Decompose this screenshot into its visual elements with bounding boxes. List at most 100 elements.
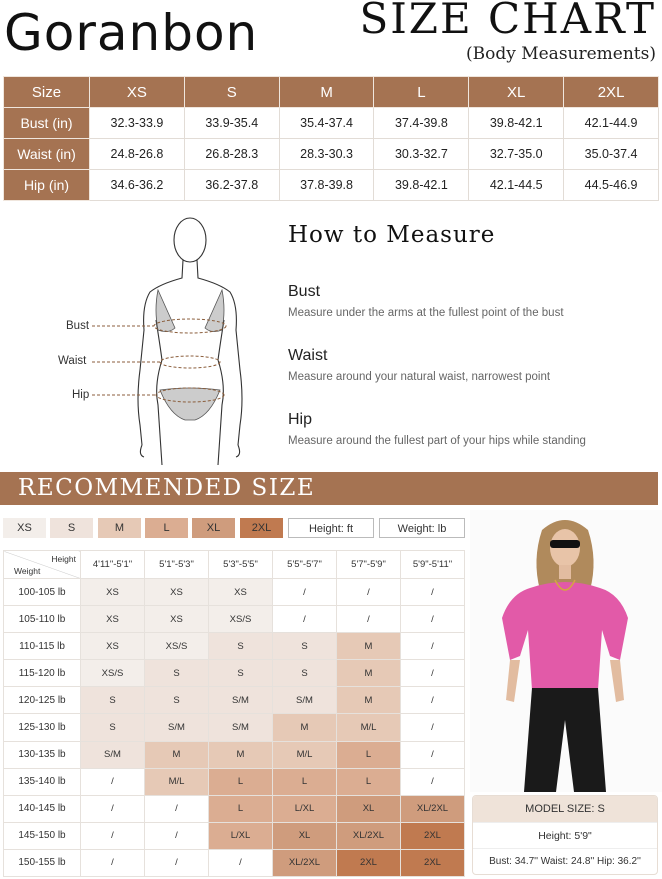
weight-label: 145-150 lb xyxy=(3,821,81,850)
header-cell: 2XL xyxy=(563,76,659,108)
model-photo xyxy=(470,510,662,792)
hip-description: Measure around the fullest part of your … xyxy=(288,435,586,447)
corner-weight-label: Weight xyxy=(14,566,41,576)
size-cell: L/XL xyxy=(208,821,273,850)
header-cell: Size xyxy=(3,76,90,108)
bust-heading: Bust xyxy=(288,283,321,300)
body-figure-illustration xyxy=(92,217,243,465)
table-row: 100-105 lb XS XS XS / / / xyxy=(3,577,465,607)
size-cell: M xyxy=(336,659,401,688)
size-cell: XS xyxy=(144,577,209,607)
waist-description: Measure around your natural waist, narro… xyxy=(288,371,551,383)
size-cell: / xyxy=(144,821,209,850)
height-header: 5'1"-5'3" xyxy=(144,550,209,579)
size-cell: XL xyxy=(272,821,337,850)
table-header-row: Height Weight 4'11"-5'1" 5'1"-5'3" 5'3"-5'… xyxy=(3,550,465,579)
header-cell: M xyxy=(278,76,375,108)
bust-description: Measure under the arms at the fullest po… xyxy=(288,307,564,319)
size-cell: S xyxy=(272,632,337,661)
size-cell: / xyxy=(80,767,145,796)
hip-heading: Hip xyxy=(288,411,313,428)
table-row: Bust (in) 32.3-33.9 33.9-35.4 35.4-37.4 37.4… xyxy=(3,107,659,139)
size-cell: S/M xyxy=(80,740,145,769)
body-measurement-table: Size XS S M L XL 2XL Bust (in) 32.3-33.9 3… xyxy=(3,76,659,201)
size-cell: L xyxy=(208,794,273,823)
size-cell: 2XL xyxy=(400,848,465,878)
legend-chip-xs: XS xyxy=(3,518,46,538)
size-cell: S xyxy=(80,686,145,715)
size-cell: S xyxy=(144,686,209,715)
size-cell: / xyxy=(336,577,401,607)
size-cell: L xyxy=(272,767,337,796)
corner-cell: Height Weight xyxy=(3,550,81,579)
page-subtitle: (Body Measurements) xyxy=(465,44,656,64)
measurement-cell: 32.7-35.0 xyxy=(468,138,565,170)
size-cell: M/L xyxy=(336,713,401,742)
legend-chip-s: S xyxy=(50,518,93,538)
size-cell: / xyxy=(400,740,465,769)
table-row: 120-125 lb S S S/M S/M M / xyxy=(3,686,465,715)
size-cell: S/M xyxy=(272,686,337,715)
legend-height-unit: Height: ft xyxy=(288,518,374,538)
size-cell: XL xyxy=(336,794,401,823)
measurement-cell: 30.3-32.7 xyxy=(373,138,470,170)
table-row: 125-130 lb S S/M S/M M M/L / xyxy=(3,713,465,742)
header-cell: L xyxy=(373,76,470,108)
weight-label: 135-140 lb xyxy=(3,767,81,796)
waist-heading: Waist xyxy=(288,347,328,364)
size-cell: XS xyxy=(80,605,145,634)
size-cell: / xyxy=(400,605,465,634)
size-cell: XL/2XL xyxy=(272,848,337,878)
size-cell: S/M xyxy=(144,713,209,742)
size-cell: / xyxy=(80,794,145,823)
recommended-size-title: RECOMMENDED SIZE xyxy=(18,475,316,501)
size-cell: S xyxy=(272,659,337,688)
header-cell: XL xyxy=(468,76,565,108)
height-header: 5'7"-5'9" xyxy=(336,550,401,579)
measurement-cell: 39.8-42.1 xyxy=(373,169,470,201)
size-cell: / xyxy=(400,659,465,688)
measurement-cell: 44.5-46.9 xyxy=(563,169,659,201)
weight-label: 140-145 lb xyxy=(3,794,81,823)
recommended-size-table: Height Weight 4'11"-5'1" 5'1"-5'3" 5'3"-5'… xyxy=(3,550,465,878)
height-header: 5'5"-5'7" xyxy=(272,550,337,579)
measurement-cell: 34.6-36.2 xyxy=(89,169,185,201)
size-cell: S xyxy=(208,659,273,688)
model-size-card: MODEL SIZE: S Height: 5'9" Bust: 34.7'' … xyxy=(472,795,658,875)
measurement-cell: 42.1-44.9 xyxy=(563,107,659,139)
size-cell: / xyxy=(272,605,337,634)
height-header: 5'3"-5'5" xyxy=(208,550,273,579)
table-row: 105-110 lb XS XS XS/S / / / xyxy=(3,605,465,634)
size-cell: M xyxy=(272,713,337,742)
size-cell: XS/S xyxy=(80,659,145,688)
size-cell: L xyxy=(208,767,273,796)
size-cell: M/L xyxy=(272,740,337,769)
size-cell: XL/2XL xyxy=(400,794,465,823)
size-cell: XS xyxy=(144,605,209,634)
height-header: 4'11"-5'1" xyxy=(80,550,145,579)
size-cell: L/XL xyxy=(272,794,337,823)
measurement-cell: 33.9-35.4 xyxy=(183,107,280,139)
table-row: 140-145 lb / / L L/XL XL XL/2XL xyxy=(3,794,465,823)
table-row: 150-155 lb / / / XL/2XL 2XL 2XL xyxy=(3,848,465,878)
model-height: Height: 5'9" xyxy=(473,823,657,849)
page-title: SIZE CHART xyxy=(359,0,656,43)
measurement-cell: 42.1-44.5 xyxy=(468,169,565,201)
size-cell: XS xyxy=(80,577,145,607)
size-cell: / xyxy=(400,686,465,715)
how-to-measure-title: How to Measure xyxy=(288,222,496,248)
corner-height-label: Height xyxy=(51,554,76,564)
measurement-cell: 37.4-39.8 xyxy=(373,107,470,139)
size-cell: / xyxy=(400,577,465,607)
legend-chip-m: M xyxy=(98,518,141,538)
table-row: 115-120 lb XS/S S S S M / xyxy=(3,659,465,688)
size-cell: XL/2XL xyxy=(336,821,401,850)
header-cell: XS xyxy=(89,76,185,108)
recommended-size-banner: RECOMMENDED SIZE xyxy=(0,472,658,505)
weight-label: 125-130 lb xyxy=(3,713,81,742)
size-cell: S xyxy=(80,713,145,742)
measurement-cell: 35.0-37.4 xyxy=(563,138,659,170)
measurement-cell: 32.3-33.9 xyxy=(89,107,185,139)
size-cell: M xyxy=(144,740,209,769)
weight-label: 100-105 lb xyxy=(3,577,81,607)
